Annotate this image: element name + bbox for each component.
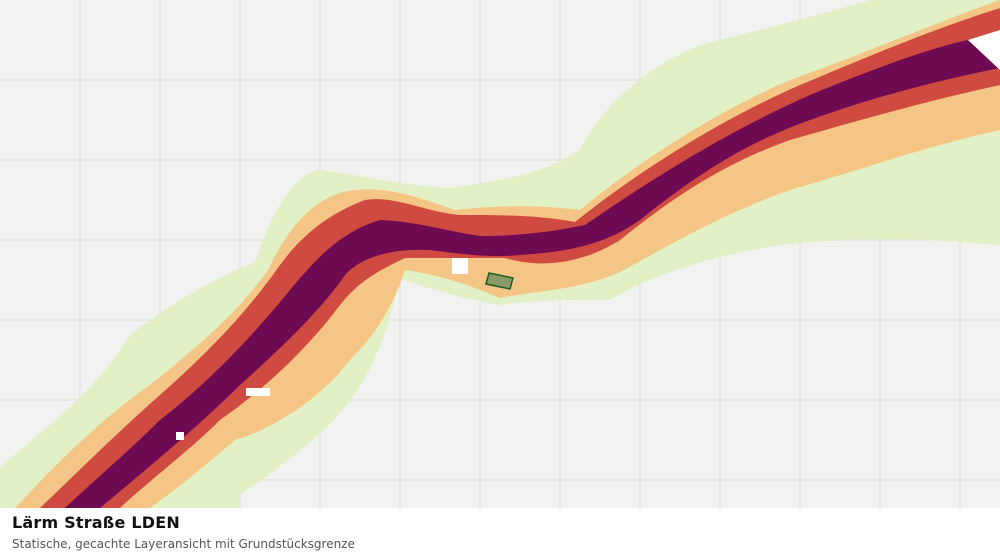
caption-subtitle: Statische, gecachte Layeransicht mit Gru…: [12, 537, 355, 551]
noise-band-high: [65, 40, 1000, 508]
no-data-gap: [968, 30, 1000, 70]
no-data-gap: [176, 432, 184, 440]
map-caption: Lärm Straße LDEN Statische, gecachte Lay…: [0, 508, 1000, 560]
no-data-gap: [452, 258, 468, 274]
parcel-boundary[interactable]: [485, 272, 514, 290]
caption-title: Lärm Straße LDEN: [12, 513, 180, 532]
no-data-gap: [246, 388, 270, 396]
noise-map: [0, 0, 1000, 508]
map-view[interactable]: [0, 0, 1000, 508]
